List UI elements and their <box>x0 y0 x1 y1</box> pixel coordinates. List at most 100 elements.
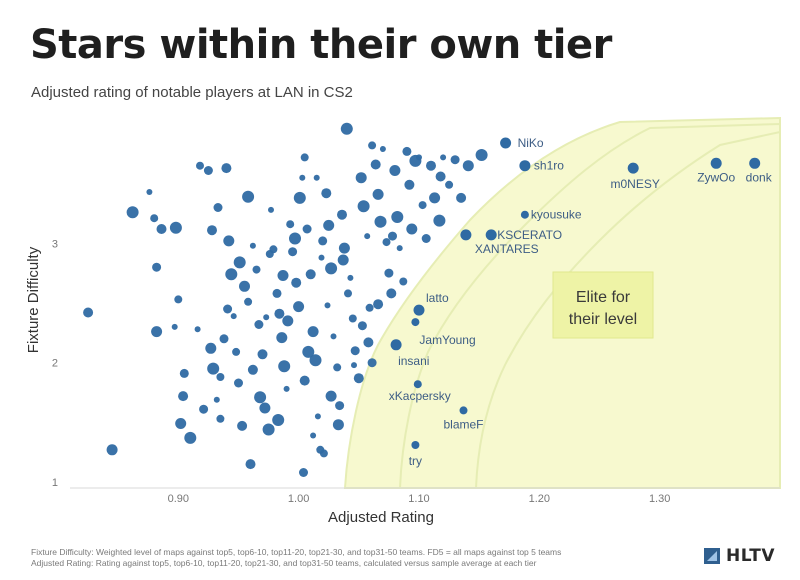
data-point <box>216 373 225 381</box>
point-label: NiKo <box>518 136 544 150</box>
data-point <box>263 314 270 321</box>
data-point <box>318 254 325 261</box>
data-point <box>233 256 246 269</box>
data-point <box>335 401 345 411</box>
data-point <box>286 220 295 229</box>
data-point <box>353 373 364 384</box>
labeled-point <box>411 318 420 327</box>
data-point <box>475 149 488 161</box>
data-point <box>299 375 310 386</box>
data-point <box>221 163 232 174</box>
data-point <box>259 402 271 414</box>
data-point <box>379 146 386 152</box>
data-point <box>300 153 309 162</box>
data-point <box>146 189 153 195</box>
data-point <box>207 225 217 236</box>
footnote-line-1: Fixture Difficulty: Weighted level of ma… <box>31 547 562 557</box>
data-point <box>265 250 274 258</box>
point-label: JamYoung <box>419 333 475 347</box>
data-point <box>194 326 201 333</box>
data-point <box>299 468 308 477</box>
labeled-point <box>500 137 512 149</box>
data-point <box>340 122 353 135</box>
data-point <box>350 346 360 356</box>
data-point <box>373 299 384 310</box>
data-point <box>325 262 338 275</box>
point-label: try <box>409 454 422 468</box>
labeled-point <box>413 380 422 389</box>
data-point <box>310 432 317 439</box>
data-point <box>216 414 225 423</box>
point-label: latto <box>426 291 449 305</box>
data-point <box>391 211 404 223</box>
data-point <box>268 206 274 213</box>
data-point <box>184 431 197 444</box>
footnote-line-2: Adjusted Rating: Rating against top5, to… <box>31 558 537 568</box>
x-tick-label: 1.00 <box>288 493 309 505</box>
data-point <box>404 179 415 190</box>
data-point <box>372 188 384 200</box>
data-point <box>402 146 412 156</box>
data-point <box>388 231 397 241</box>
elite-callout: Elite for their level <box>552 271 654 339</box>
data-point <box>364 233 371 240</box>
data-point <box>355 172 367 184</box>
callout-text-line: Elite for <box>576 289 631 306</box>
data-point <box>399 277 408 286</box>
data-point <box>234 378 243 388</box>
data-point <box>325 390 337 402</box>
data-point <box>249 242 256 249</box>
data-point <box>219 334 229 344</box>
data-point <box>225 268 238 281</box>
point-label: sh1ro <box>534 159 564 173</box>
data-point <box>196 161 204 170</box>
data-point <box>462 160 474 172</box>
data-point <box>289 232 301 245</box>
data-point <box>324 302 331 309</box>
data-point <box>347 274 354 281</box>
hltv-logo-icon <box>704 548 720 564</box>
data-point <box>171 323 178 330</box>
point-label: kyousuke <box>531 208 582 222</box>
x-tick-label: 1.20 <box>529 493 550 505</box>
labeled-point <box>520 210 529 219</box>
data-point <box>374 215 387 228</box>
data-point <box>357 200 370 213</box>
data-point <box>205 342 217 354</box>
data-point <box>207 362 220 375</box>
x-tick-label: 1.30 <box>649 493 670 505</box>
data-point <box>242 190 255 203</box>
page-title: Stars within their own tier <box>30 22 612 68</box>
data-point <box>293 191 306 204</box>
data-point <box>348 314 357 323</box>
callout-box <box>552 271 654 339</box>
footnote: Fixture Difficulty: Weighted level of ma… <box>31 547 671 569</box>
data-point <box>426 160 436 171</box>
data-point <box>230 313 237 320</box>
data-point <box>245 459 256 470</box>
y-tick-label: 3 <box>52 238 58 250</box>
point-label: m0NESY <box>611 177 660 191</box>
labeled-point <box>413 304 425 316</box>
data-point <box>351 362 357 369</box>
data-point <box>450 155 460 165</box>
data-point <box>314 413 321 420</box>
data-point <box>83 307 94 318</box>
data-point <box>305 269 316 280</box>
data-point <box>151 326 163 338</box>
labeled-point <box>485 229 497 241</box>
point-label: donk <box>746 170 773 184</box>
point-labels: NiKo sh1ro m0NESY ZywOo donk kyousuke KSCERATO… <box>389 136 773 468</box>
data-point <box>252 265 261 274</box>
data-point <box>406 223 418 235</box>
labeled-point <box>749 157 761 169</box>
data-point <box>274 308 285 319</box>
data-point <box>156 224 167 234</box>
data-point <box>363 337 374 348</box>
data-point <box>152 262 162 272</box>
point-label: blameF <box>443 417 483 431</box>
data-point <box>429 192 441 204</box>
data-point <box>247 364 258 375</box>
